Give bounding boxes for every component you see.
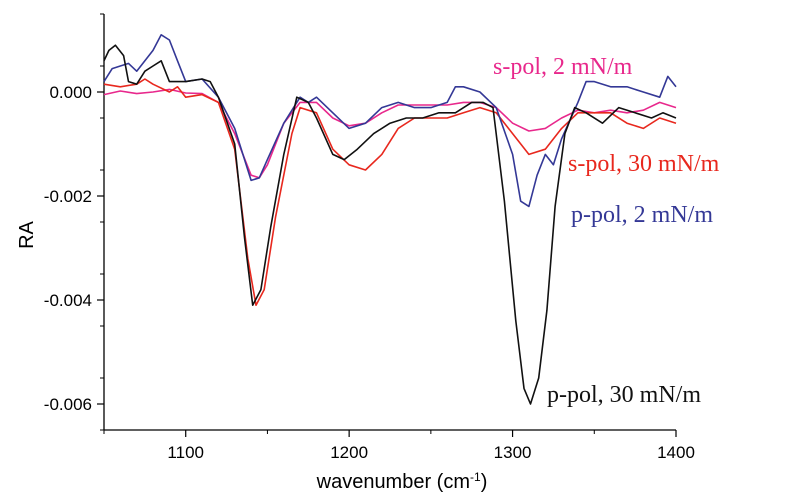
- y-tick-label: -0.002: [44, 187, 92, 206]
- x-axis-title-sup: -1: [470, 470, 481, 484]
- series-line-0: [103, 88, 677, 179]
- x-tick-label: 1100: [167, 443, 204, 462]
- y-tick-label: -0.006: [44, 395, 92, 414]
- x-axis-title-main: wavenumber (cm: [316, 471, 470, 493]
- y-ticks: 0.000 -0.002 -0.004 -0.006: [44, 13, 104, 431]
- x-ticks: 1100 1200 1300 1400: [103, 430, 695, 462]
- series-label-p-pol-30: p-pol, 30 mN/m: [547, 382, 701, 408]
- series-label-s-pol-2: s-pol, 2 mN/m: [493, 54, 633, 80]
- x-axis-title-close: ): [481, 471, 488, 493]
- series-label-s-pol-30: s-pol, 30 mN/m: [568, 151, 720, 177]
- x-axis-title: wavenumber (cm-1): [316, 470, 488, 493]
- series-line-2: [103, 34, 677, 208]
- y-axis-title: RA: [16, 220, 38, 248]
- y-tick-label: 0.000: [49, 83, 92, 102]
- x-tick-label: 1300: [494, 443, 532, 462]
- y-tick-label: -0.004: [44, 291, 92, 310]
- series-line-1: [103, 78, 677, 306]
- x-tick-label: 1200: [330, 443, 368, 462]
- plot-lines: [103, 34, 677, 405]
- series-label-p-pol-2: p-pol, 2 mN/m: [571, 202, 713, 228]
- x-tick-label: 1400: [657, 443, 695, 462]
- series-line-3: [103, 44, 677, 405]
